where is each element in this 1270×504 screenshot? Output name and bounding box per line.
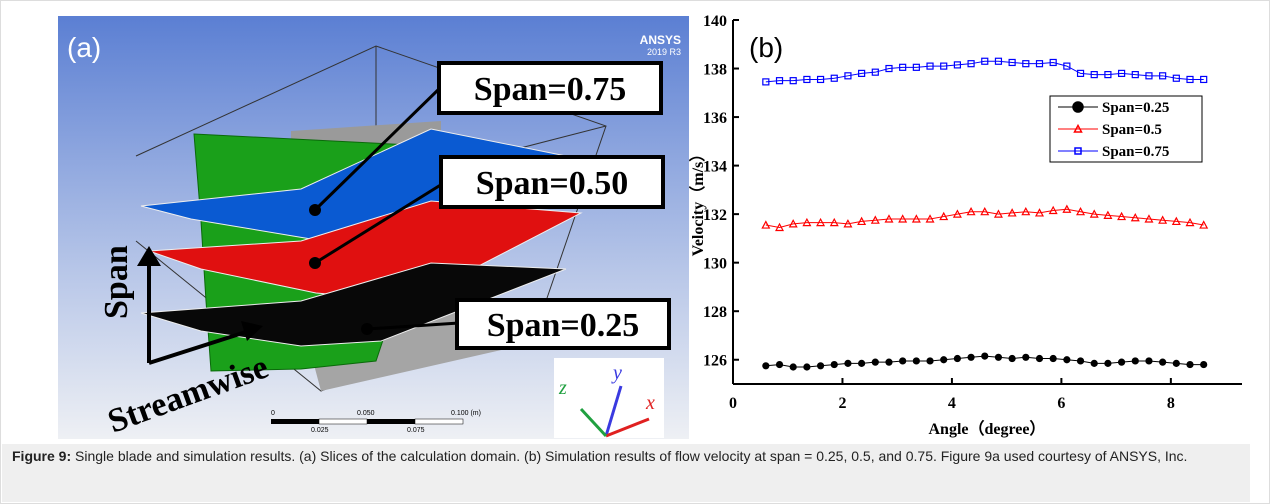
data-point [762, 222, 769, 229]
data-point [859, 360, 865, 366]
x-tick-label: 2 [838, 395, 846, 412]
data-point [831, 362, 837, 368]
data-point [1009, 356, 1015, 362]
data-point [913, 358, 919, 364]
legend-marker [1073, 102, 1083, 112]
slice-label: Span=0.75 [474, 71, 627, 108]
panel-a: Span=0.75 Span=0.50 Span=0.25 Span Strea… [58, 16, 689, 441]
data-point [1064, 357, 1070, 363]
caption-label: Figure 9: [12, 448, 71, 464]
x-tick-label: 6 [1057, 395, 1065, 412]
data-point [872, 359, 878, 365]
data-point [982, 353, 988, 359]
data-point [1173, 360, 1179, 366]
data-point [886, 359, 892, 365]
scale-label: 0.100 (m) [451, 410, 481, 417]
x-axis-title: Angle（degree） [928, 420, 1045, 438]
figure-graphics: Span=0.75 Span=0.50 Span=0.25 Span Strea… [1, 1, 1270, 445]
scale-label: 0.025 [311, 427, 329, 434]
axis-triad: y x z [554, 358, 664, 438]
x-tick-label: 8 [1167, 395, 1175, 412]
brand: ANSYS [640, 33, 681, 47]
triad-label: y [611, 362, 622, 384]
data-point [1036, 356, 1042, 362]
data-point [777, 362, 783, 368]
data-point [804, 364, 810, 370]
data-point [1050, 356, 1056, 362]
data-point [1160, 359, 1166, 365]
slice-label: Span=0.50 [476, 165, 629, 202]
data-point [900, 358, 906, 364]
data-point [763, 363, 769, 369]
axis-span: Span [98, 245, 135, 319]
data-point [954, 356, 960, 362]
data-point [941, 357, 947, 363]
data-point [1078, 358, 1084, 364]
y-tick-label: 132 [703, 207, 727, 224]
y-tick-label: 128 [703, 304, 727, 321]
data-point [927, 358, 933, 364]
legend-label: Span=0.75 [1102, 144, 1169, 160]
legend-label: Span=0.5 [1102, 122, 1162, 138]
version: 2019 R3 [647, 47, 681, 57]
figure: Span=0.75 Span=0.50 Span=0.25 Span Strea… [0, 0, 1270, 504]
data-point [1091, 360, 1097, 366]
data-point [1201, 362, 1207, 368]
triad-label: z [558, 377, 567, 399]
panel-label: (b) [749, 32, 783, 63]
panel-b: (b) Angle（degree） Velocity（m/s） 12612813… [689, 13, 1242, 438]
y-tick-label: 126 [703, 353, 727, 370]
legend-label: Span=0.25 [1102, 100, 1169, 116]
scale-label: 0 [271, 410, 275, 417]
x-tick-label: 4 [948, 395, 956, 412]
data-point [1146, 358, 1152, 364]
triad-label: x [645, 392, 655, 414]
y-tick-label: 138 [703, 62, 727, 79]
slice-label: Span=0.25 [487, 307, 640, 344]
data-point [1119, 359, 1125, 365]
y-tick-label: 136 [703, 110, 727, 127]
data-point [1105, 360, 1111, 366]
scale-label: 0.050 [357, 410, 375, 417]
data-point [995, 354, 1001, 360]
data-point [1023, 354, 1029, 360]
x-tick-label: 0 [729, 395, 737, 412]
scale-label: 0.075 [407, 427, 425, 434]
data-point [818, 363, 824, 369]
panel-label: (a) [67, 32, 101, 63]
caption-text: Single blade and simulation results. (a)… [71, 448, 1187, 464]
y-tick-label: 140 [703, 13, 727, 30]
data-point [1132, 358, 1138, 364]
data-point [845, 360, 851, 366]
data-point [1187, 362, 1193, 368]
y-tick-label: 134 [703, 159, 727, 176]
data-point [790, 364, 796, 370]
caption: Figure 9: Single blade and simulation re… [2, 444, 1250, 502]
y-tick-label: 130 [703, 256, 727, 273]
data-point [968, 354, 974, 360]
